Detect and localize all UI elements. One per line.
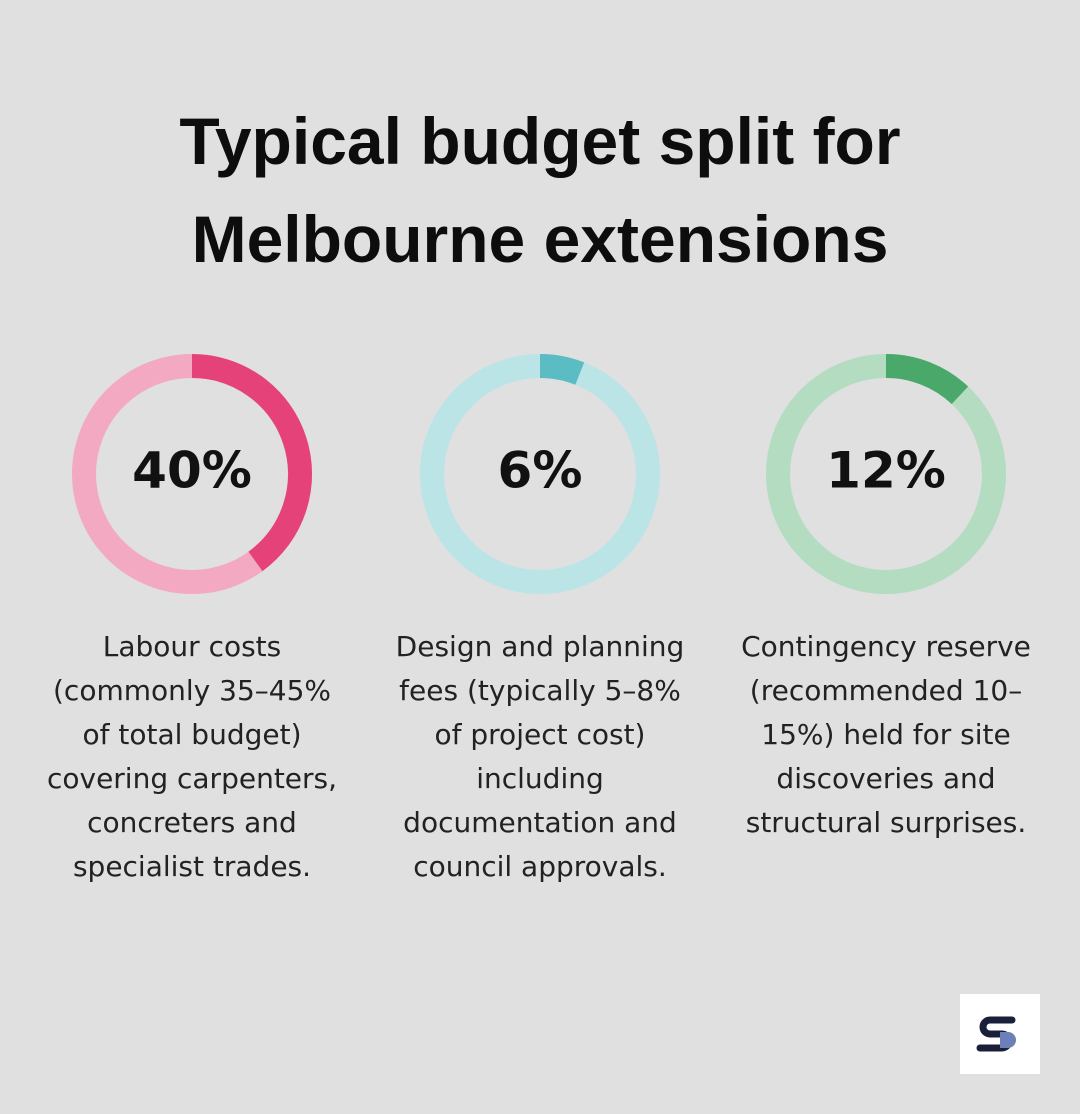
logo bbox=[960, 994, 1040, 1074]
title: Typical budget split for Melbourne exten… bbox=[179, 104, 901, 276]
caption-line: specialist trades. bbox=[73, 850, 311, 883]
caption-line: (recommended 10– bbox=[750, 674, 1022, 707]
caption-line: of total budget) bbox=[82, 718, 301, 751]
caption-line: of project cost) bbox=[435, 718, 646, 751]
caption-line: 15%) held for site bbox=[761, 718, 1010, 751]
caption-line: council approvals. bbox=[413, 850, 667, 883]
donut-arc bbox=[191, 354, 312, 572]
value-label: 12% bbox=[826, 442, 946, 500]
caption-line: Labour costs bbox=[103, 630, 282, 663]
caption-line: structural surprises. bbox=[746, 806, 1027, 839]
value-label: 40% bbox=[132, 442, 252, 500]
caption-line: including bbox=[476, 762, 604, 795]
caption-line: Design and planning bbox=[396, 630, 685, 663]
donut-arc bbox=[539, 354, 585, 385]
caption-line: concreters and bbox=[87, 806, 297, 839]
caption-line: (commonly 35–45% bbox=[53, 674, 331, 707]
caption-line: documentation and bbox=[403, 806, 677, 839]
caption-line: discoveries and bbox=[776, 762, 995, 795]
caption-line: Contingency reserve bbox=[741, 630, 1031, 663]
donut-arc bbox=[885, 354, 969, 405]
caption-line: covering carpenters, bbox=[47, 762, 337, 795]
value-label: 6% bbox=[498, 442, 583, 500]
caption-line: fees (typically 5–8% bbox=[399, 674, 681, 707]
